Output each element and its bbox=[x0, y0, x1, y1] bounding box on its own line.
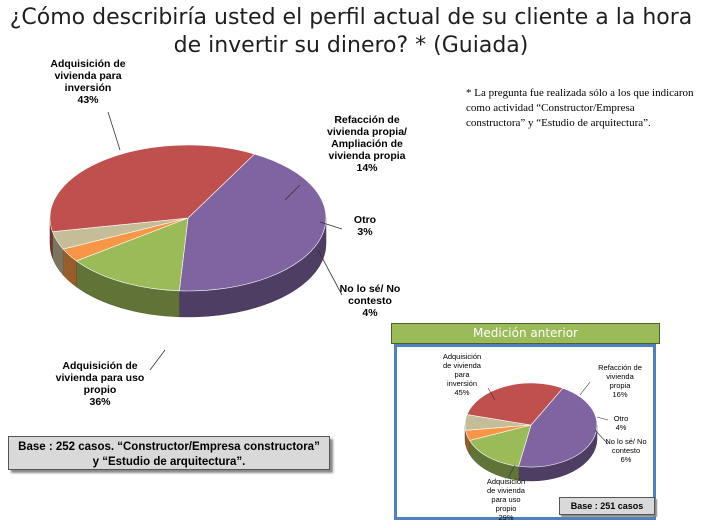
prev-leader-line-refaccion bbox=[579, 381, 591, 396]
leader-line-refaccion bbox=[284, 184, 301, 201]
prev-label-uso-propio: Adquisición de vivienda para uso propio 29% bbox=[486, 477, 526, 522]
main-slice-inversion bbox=[178, 153, 327, 292]
prev-label-otro: Otro 4% bbox=[613, 414, 629, 432]
previous-measurement-header: Medición anterior bbox=[391, 323, 660, 344]
base-note: Base : 252 casos. “Constructor/Empresa c… bbox=[8, 436, 330, 470]
title-line-2: de invertir su dinero? * (Guiada) bbox=[173, 33, 529, 58]
previous-measurement-frame bbox=[394, 344, 656, 520]
leader-line-uso-propio bbox=[149, 349, 166, 371]
main-slice-refaccion bbox=[75, 217, 189, 292]
prev-label-refaccion: Refacción de vivienda propia 16% bbox=[598, 363, 642, 399]
previous-base-note: Base : 251 casos bbox=[559, 497, 655, 515]
main-slice-uso-propio bbox=[49, 144, 256, 233]
footnote: * La pregunta fue realizada sólo a los q… bbox=[466, 87, 694, 129]
slice-label-inversion: Adquisición de vivienda para inversión 43% bbox=[50, 58, 126, 106]
page-title: ¿Cómo describiría usted el perfil actual… bbox=[0, 4, 702, 60]
prev-leader-line-uso-propio bbox=[507, 464, 516, 479]
slice-label-uso-propio: Adquisición de vivienda para uso propio 36% bbox=[55, 360, 145, 408]
leader-line-no-sabe bbox=[317, 249, 343, 296]
prev-leader-line-otro bbox=[596, 416, 609, 421]
slice-label-otro: Otro 3% bbox=[353, 214, 377, 238]
prev-label-inversion: Adquisición de vivienda para inversión 45% bbox=[442, 352, 482, 397]
prev-leader-line-inversion bbox=[487, 387, 496, 401]
main-pie bbox=[49, 144, 327, 318]
prev-slice-inversion bbox=[518, 387, 598, 468]
title-line-1: ¿Cómo describiría usted el perfil actual… bbox=[9, 5, 693, 30]
prev-slice-refaccion bbox=[469, 424, 532, 467]
leader-line-inversion bbox=[107, 111, 121, 151]
prev-label-no-sabe: No lo sé/ No contesto 6% bbox=[605, 437, 647, 464]
leader-line-otro bbox=[319, 221, 343, 230]
prev-leader-line-no-sabe bbox=[594, 429, 609, 445]
slice-label-no-sabe: No lo sé/ No contesto 4% bbox=[339, 283, 401, 319]
slice-label-refaccion: Refacción de vivienda propia/Ampliación d… bbox=[327, 114, 407, 174]
